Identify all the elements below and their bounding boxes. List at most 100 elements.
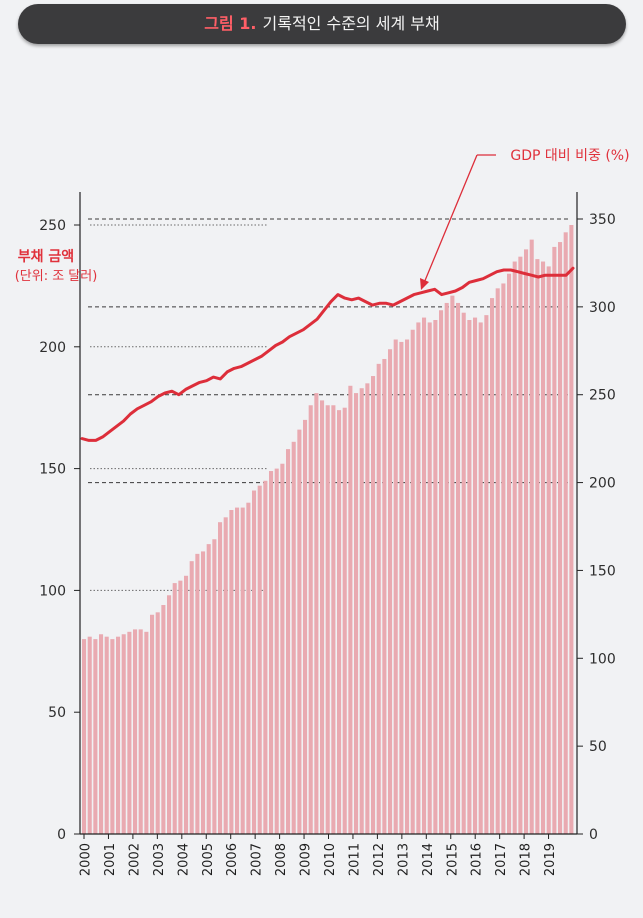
debt-bar [478, 322, 483, 834]
debt-bar [371, 376, 376, 834]
debt-bar [291, 441, 296, 834]
x-tick-label: 2005 [201, 843, 216, 876]
right-tick-label: 50 [589, 739, 607, 755]
debt-bar [382, 358, 387, 834]
x-tick-label: 2012 [372, 843, 387, 876]
x-tick-label: 2013 [396, 843, 411, 876]
debt-bar [218, 522, 223, 834]
figure-title: 기록적인 수준의 세계 부채 [262, 14, 440, 33]
debt-bar [495, 288, 500, 834]
debt-bar [104, 636, 109, 834]
debt-bar [172, 583, 177, 834]
debt-bar [348, 385, 353, 834]
left-tick-label: 150 [39, 462, 66, 478]
debt-bar [286, 449, 291, 834]
debt-bar [337, 410, 342, 834]
debt-bar [178, 580, 183, 834]
x-tick-label: 2009 [299, 843, 314, 876]
debt-bars [82, 225, 574, 835]
debt-bar [167, 595, 172, 834]
debt-bar [427, 322, 432, 834]
x-tick-label: 2019 [543, 843, 558, 876]
debt-bar [524, 249, 529, 835]
gdp-ratio-series [80, 266, 575, 442]
debt-bar [325, 405, 330, 834]
x-tick-label: 2010 [323, 843, 338, 876]
annotation-arrow-head [420, 278, 429, 290]
annotation-group: GDP 대비 비중 (%) [420, 148, 630, 290]
annotation-label: GDP 대비 비중 (%) [510, 148, 629, 164]
debt-bar [121, 634, 126, 834]
debt-bar [558, 242, 563, 834]
debt-bar [87, 636, 92, 834]
debt-bar [246, 502, 251, 834]
debt-bar [563, 232, 568, 835]
debt-bar [116, 636, 121, 834]
x-tick-label: 2006 [225, 843, 240, 876]
debt-bar [274, 468, 279, 834]
debt-bar [308, 405, 313, 834]
debt-bar [201, 551, 206, 834]
x-tick-label: 2007 [250, 843, 265, 876]
debt-bar [405, 339, 410, 834]
annotation-arrow-shaft [423, 154, 478, 284]
debt-bar [501, 283, 506, 834]
debt-bar [99, 634, 104, 834]
debt-bar [314, 393, 319, 834]
right-tick-label: 350 [589, 212, 616, 228]
x-tick-label: 2008 [274, 843, 289, 876]
debt-bar [393, 339, 398, 834]
left-tick-label: 50 [48, 705, 66, 721]
debt-bar [257, 485, 262, 834]
x-tick-label: 2017 [494, 843, 509, 876]
x-tick-label: 2018 [519, 843, 534, 876]
debt-bar [127, 631, 132, 834]
debt-bar [450, 295, 455, 834]
debt-bar [144, 631, 149, 834]
right-tick-label: 300 [589, 300, 616, 316]
left-tick-label: 200 [39, 340, 66, 356]
debt-bar [189, 561, 194, 834]
figure-title-banner: 그림 1. 기록적인 수준의 세계 부채 [18, 4, 626, 44]
debt-bar [195, 553, 200, 834]
debt-bar [138, 629, 143, 834]
debt-bar [365, 383, 370, 834]
debt-bar [93, 639, 98, 834]
right-tick-label: 150 [589, 563, 616, 579]
debt-bar [512, 261, 517, 834]
debt-bar [229, 510, 234, 834]
debt-bar [569, 225, 574, 834]
debt-bar [155, 612, 160, 834]
debt-bar [410, 329, 415, 834]
debt-bar [541, 261, 546, 834]
x-tick-label: 2002 [127, 843, 142, 876]
debt-bar [297, 429, 302, 834]
debt-bar [240, 507, 245, 834]
debt-bar [331, 405, 336, 834]
debt-bar [110, 639, 115, 834]
right-tick-label: 0 [589, 827, 598, 843]
debt-bar [376, 363, 381, 834]
debt-bar [433, 320, 438, 834]
debt-bar [223, 517, 228, 834]
axis-labels: 0 50 100 150 200 250 0 50 100 150 200 250 300 350 2000… [15, 212, 616, 876]
x-tick-label: 2001 [103, 843, 118, 876]
debt-bar [535, 259, 540, 834]
debt-bar [388, 349, 393, 834]
debt-bar [342, 407, 347, 834]
debt-bar [552, 246, 557, 834]
debt-bar [212, 539, 217, 834]
debt-bar [235, 507, 240, 834]
debt-bar [546, 266, 551, 834]
debt-bar [269, 471, 274, 834]
debt-bar [133, 629, 138, 834]
debt-bar [82, 639, 87, 834]
right-tick-label: 200 [589, 476, 616, 492]
debt-bar [439, 310, 444, 834]
debt-bar [161, 605, 166, 834]
x-tick-label: 2015 [445, 843, 460, 876]
axes [74, 192, 583, 839]
left-tick-label: 250 [39, 218, 66, 234]
debt-bar [484, 315, 489, 835]
